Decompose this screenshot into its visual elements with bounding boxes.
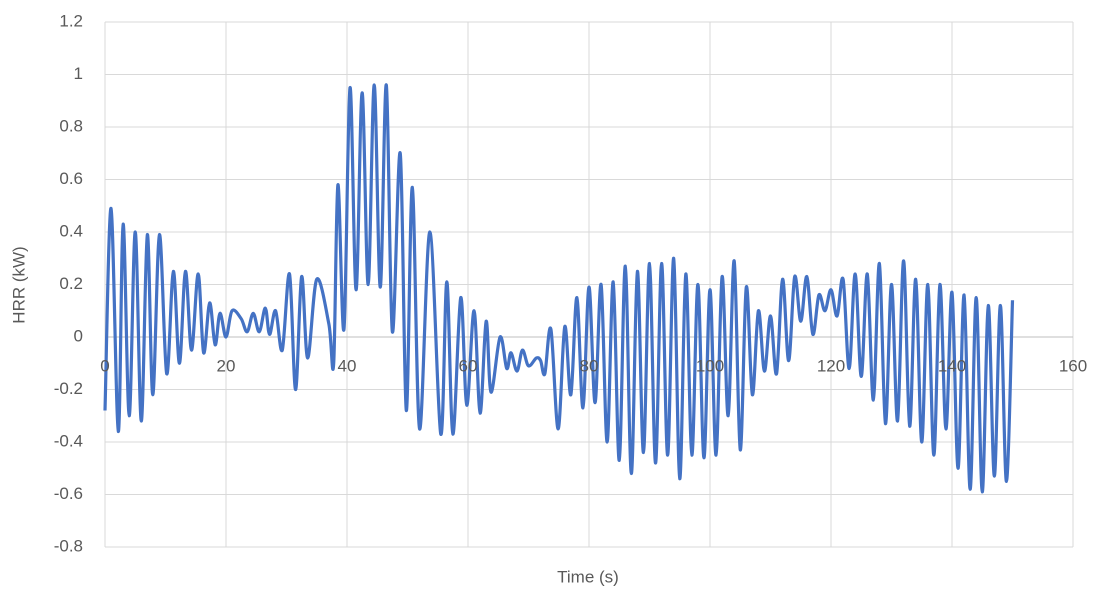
x-tick-label: 120 xyxy=(817,356,845,375)
y-tick-label: -0.8 xyxy=(54,536,83,555)
y-tick-label: 0.4 xyxy=(59,221,83,240)
y-tick-label: -0.2 xyxy=(54,379,83,398)
x-tick-label: 80 xyxy=(580,356,599,375)
y-tick-label: 0.8 xyxy=(59,116,83,135)
x-tick-label: 0 xyxy=(100,356,109,375)
x-tick-label: 20 xyxy=(217,356,236,375)
data-line xyxy=(103,83,1015,494)
y-axis-title: HRR (kW) xyxy=(9,246,28,323)
x-axis-title: Time (s) xyxy=(557,567,619,586)
y-tick-label: 1 xyxy=(74,64,83,83)
y-tick-label: 0.2 xyxy=(59,274,83,293)
x-tick-label: 160 xyxy=(1059,356,1087,375)
y-tick-label: 0.6 xyxy=(59,169,83,188)
y-tick-label: -0.6 xyxy=(54,484,83,503)
y-tick-label: 1.2 xyxy=(59,11,83,30)
x-tick-label: 100 xyxy=(696,356,724,375)
y-tick-label: -0.4 xyxy=(54,431,83,450)
x-tick-label: 60 xyxy=(459,356,478,375)
x-tick-label: 40 xyxy=(338,356,357,375)
y-tick-label: 0 xyxy=(74,326,83,345)
x-tick-label: 140 xyxy=(938,356,966,375)
